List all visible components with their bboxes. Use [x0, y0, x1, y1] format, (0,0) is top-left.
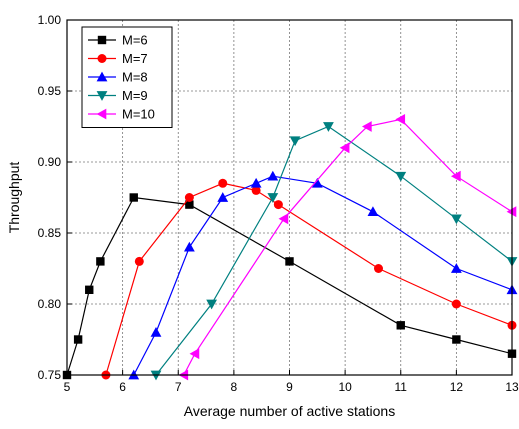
legend-marker	[97, 54, 107, 63]
series-line	[183, 118, 513, 376]
data-point	[289, 136, 301, 147]
data-point	[250, 177, 262, 188]
legend-label: M=10	[122, 107, 155, 122]
y-tick-label: 0.85	[38, 226, 62, 240]
legend-item: M=10	[88, 107, 155, 122]
x-tick-label: 5	[64, 380, 71, 394]
data-point	[450, 263, 462, 273]
legend-label: M=9	[122, 88, 148, 103]
data-point	[311, 177, 323, 188]
data-point	[361, 121, 372, 132]
legend-item: M=7	[88, 51, 148, 66]
data-point	[323, 122, 334, 132]
data-point	[129, 193, 138, 202]
series-line	[105, 182, 513, 376]
data-point	[73, 335, 83, 344]
legend-item: M=9	[88, 88, 148, 103]
series-4	[150, 122, 518, 381]
data-point	[217, 192, 229, 202]
x-tick-label: 6	[119, 380, 126, 394]
data-point	[451, 299, 461, 309]
series-5	[178, 114, 517, 381]
data-point	[134, 256, 144, 266]
data-point	[395, 114, 406, 125]
y-tick-label: 0.90	[38, 155, 62, 169]
x-tick-label: 7	[175, 380, 182, 394]
y-tick-label: 0.80	[38, 297, 62, 311]
legend-marker	[96, 108, 107, 120]
series-layer	[62, 114, 518, 381]
data-point	[273, 200, 283, 210]
x-tick-label: 13	[505, 380, 519, 394]
legend-marker	[96, 71, 108, 82]
series-2	[101, 178, 517, 380]
data-point	[450, 170, 461, 182]
series-line	[155, 125, 513, 376]
y-tick-label: 1.00	[38, 13, 62, 27]
data-point	[150, 327, 162, 337]
x-axis-title: Average number of active stations	[184, 403, 395, 419]
legend-label: M=7	[122, 51, 148, 66]
x-tick-label: 11	[395, 380, 408, 394]
x-tick-label: 10	[338, 380, 352, 394]
data-point	[189, 348, 200, 360]
data-point	[96, 257, 105, 266]
data-point	[85, 285, 94, 294]
data-point	[206, 299, 218, 310]
series-line	[66, 196, 513, 376]
data-point	[396, 321, 405, 330]
legend-marker	[96, 91, 108, 101]
data-point	[185, 200, 194, 209]
series-line	[133, 175, 513, 376]
data-point	[339, 142, 350, 154]
legend-marker	[97, 35, 107, 45]
data-point	[218, 178, 228, 188]
data-point	[183, 241, 195, 252]
x-tick-label: 8	[231, 380, 238, 394]
legend: M=6 M=7 M=8 M=9 M=10	[81, 26, 173, 128]
y-axis-title: Throughput	[6, 162, 22, 234]
data-point	[251, 185, 261, 195]
x-tick-label: 9	[286, 380, 293, 394]
axis-ticks: 5 6 7 8 9 10 11 12 13 0.75 0.80 0.85 0.90 0.95 1.00	[38, 13, 519, 394]
legend-item: M=8	[88, 70, 148, 85]
legend-label: M=8	[122, 70, 148, 85]
data-point	[285, 257, 294, 266]
data-point	[184, 193, 194, 202]
data-point	[450, 214, 462, 225]
data-point	[367, 206, 379, 217]
data-point	[452, 335, 461, 344]
data-point	[267, 170, 279, 181]
x-tick-label: 12	[450, 380, 464, 394]
legend-item: M=6	[88, 33, 148, 48]
data-point	[267, 193, 279, 203]
data-point	[374, 264, 383, 273]
data-point	[395, 171, 407, 182]
y-tick-label: 0.95	[38, 84, 62, 98]
data-point	[278, 213, 289, 225]
legend-label: M=6	[122, 33, 148, 48]
y-tick-label: 0.75	[38, 368, 62, 382]
